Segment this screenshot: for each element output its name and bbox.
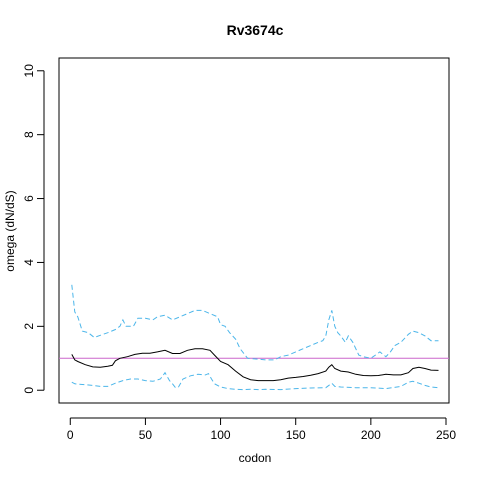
y-tick-label: 8 — [22, 131, 36, 138]
series-line-estimate — [71, 348, 439, 382]
x-axis-label: codon — [239, 451, 272, 465]
plot-frame — [58, 57, 450, 404]
x-tick-label: 200 — [361, 428, 381, 442]
chart-title: Rv3674c — [227, 22, 284, 38]
x-tick-label: 50 — [139, 428, 153, 442]
plot-marks — [59, 284, 449, 391]
x-tick-label: 100 — [211, 428, 231, 442]
series-line-upper — [71, 284, 439, 361]
x-tick-label: 150 — [286, 428, 306, 442]
y-tick-label: 6 — [22, 195, 36, 202]
series-line-lower — [71, 371, 439, 391]
y-tick-label: 0 — [22, 387, 36, 394]
x-tick-label: 250 — [436, 428, 456, 442]
y-tick-label: 10 — [22, 64, 36, 78]
x-tick-label: 0 — [67, 428, 74, 442]
y-tick-label: 2 — [22, 323, 36, 330]
y-tick-label: 4 — [22, 259, 36, 266]
y-axis-label: omega (dN/dS) — [3, 190, 17, 271]
